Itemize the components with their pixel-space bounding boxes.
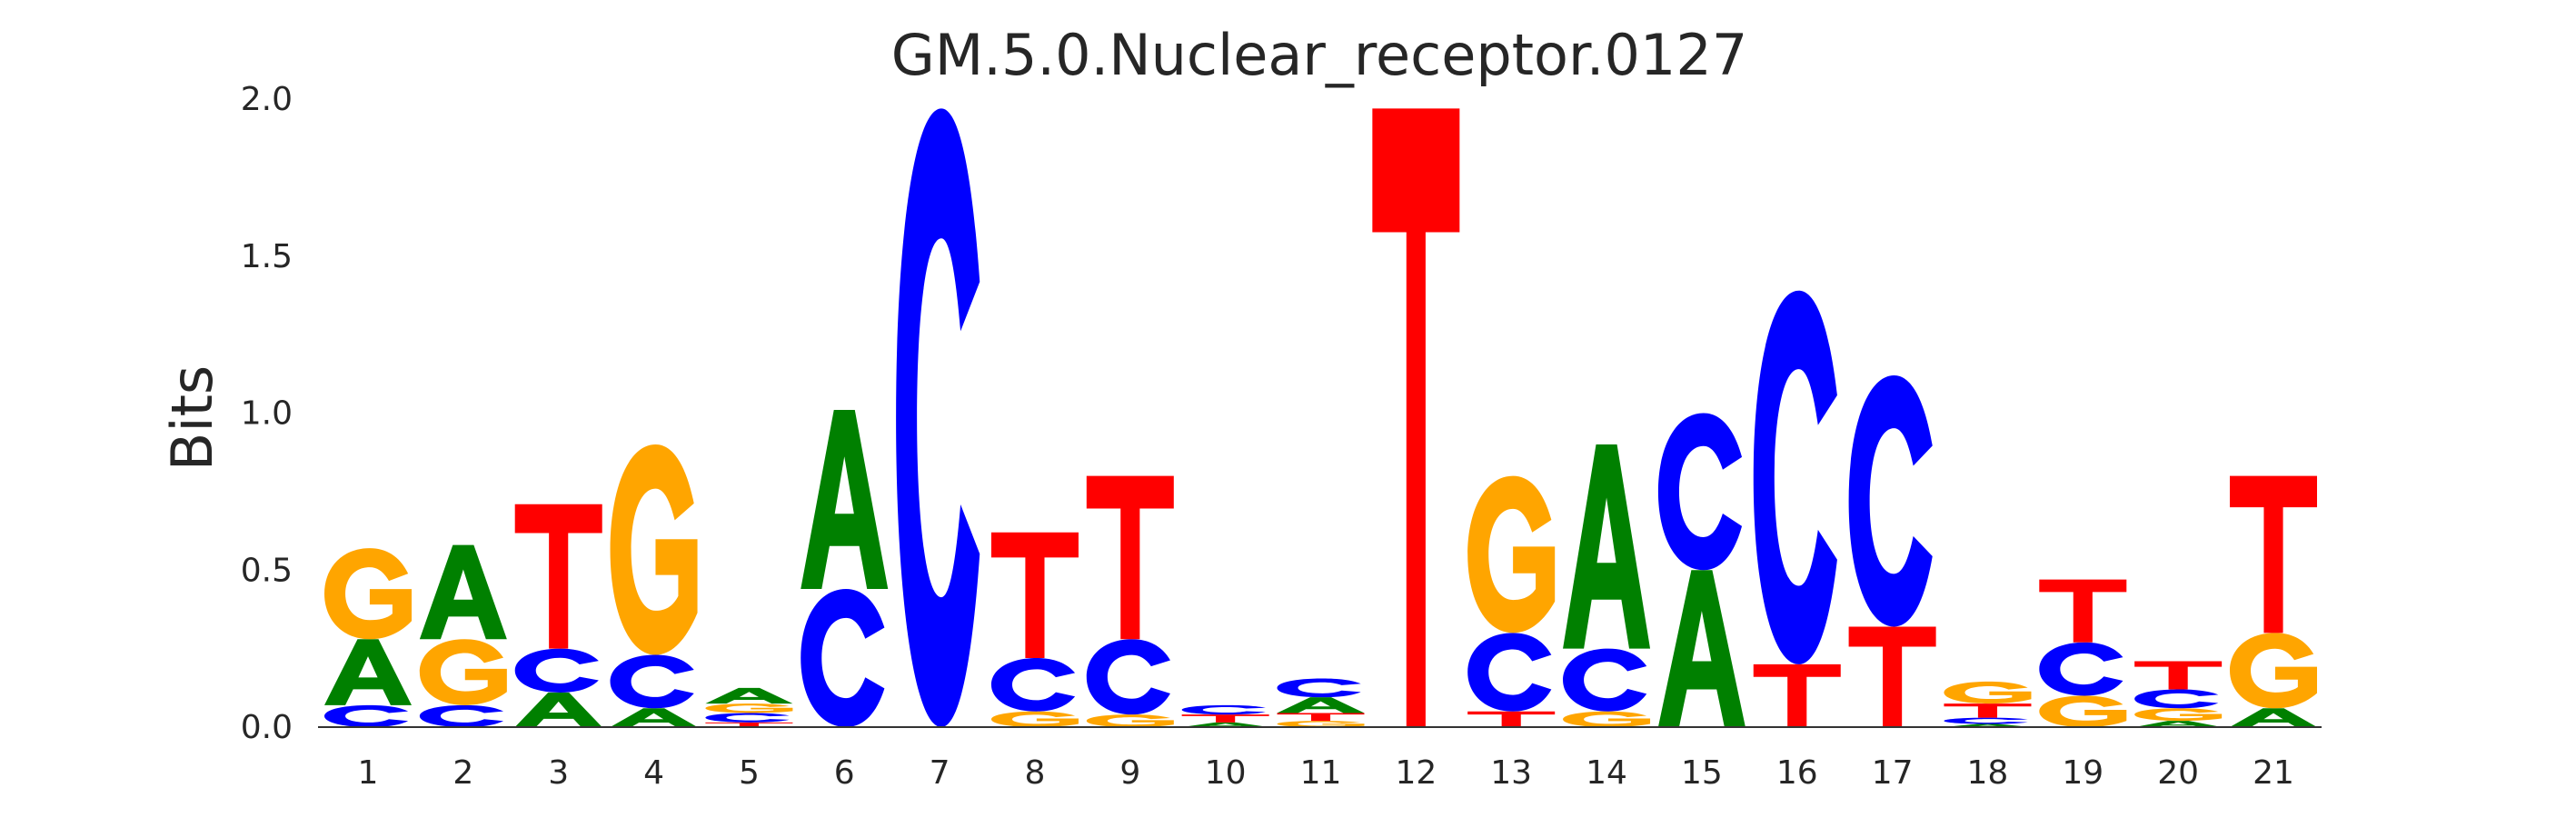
x-tick-label: 9: [1119, 754, 1140, 792]
x-tick-label: 5: [739, 754, 760, 792]
x-tick-label: 15: [1681, 754, 1723, 792]
logo-letter-T: [1086, 475, 1174, 640]
x-tick-label: 2: [453, 754, 473, 792]
logo-letter-T: [705, 722, 793, 727]
logo-letter-G: [419, 639, 507, 705]
x-tick-label: 3: [548, 754, 569, 792]
x-tick-label: 7: [930, 754, 950, 792]
logo-letter-G: [2230, 633, 2317, 709]
x-tick-label: 20: [2157, 754, 2199, 792]
logo-letter-C: [801, 588, 885, 727]
x-tick-label: 16: [1776, 754, 1818, 792]
y-tick-label: 1.5: [241, 238, 293, 275]
logo-letter-G: [324, 548, 412, 640]
y-tick-label: 2.0: [241, 81, 293, 118]
logo-letter-C: [1181, 704, 1266, 715]
logo-letter-C: [705, 713, 790, 723]
logo-letter-T: [1181, 714, 1269, 723]
x-tick-label: 10: [1205, 754, 1247, 792]
logo-letter-G: [2039, 695, 2127, 727]
logo-letter-C: [1563, 648, 1647, 712]
logo-letter-G: [1277, 721, 1365, 727]
logo-letter-T: [2134, 661, 2223, 690]
logo-letter-T: [1848, 626, 1936, 727]
logo-letter-A: [2230, 708, 2317, 727]
x-tick-label: 14: [1586, 754, 1627, 792]
logo-letter-T: [514, 504, 602, 649]
y-tick-label: 0.5: [241, 552, 293, 589]
x-tick-label: 11: [1300, 754, 1342, 792]
y-tick-label: 0.0: [241, 709, 293, 746]
logo-letter-T: [1753, 663, 1841, 727]
logo-letter-G: [1086, 714, 1174, 727]
logo-letter-C: [1944, 717, 2028, 724]
logo-letter-A: [705, 687, 793, 704]
chart-title: GM.5.0.Nuclear_receptor.0127: [891, 22, 1748, 88]
logo-letter-A: [610, 708, 698, 727]
y-axis-label: Bits: [159, 365, 225, 471]
logo-letter-C: [324, 704, 409, 727]
logo-letter-A: [801, 410, 889, 589]
logo-letter-C: [2039, 642, 2123, 696]
x-tick-label: 1: [358, 754, 379, 792]
logo-letter-C: [1753, 290, 1837, 664]
logo-letter-G: [1944, 681, 2032, 704]
logo-letter-A: [324, 639, 412, 705]
logo-letter-T: [1944, 703, 2032, 718]
x-tick-label: 18: [1967, 754, 2009, 792]
logo-letter-A: [1181, 722, 1269, 727]
logo-letter-T: [1372, 108, 1460, 728]
logo-letter-T: [990, 532, 1079, 658]
x-tick-label: 13: [1490, 754, 1532, 792]
logo-letter-C: [514, 648, 599, 693]
x-tick-label: 19: [2062, 754, 2104, 792]
logo-letter-C: [1848, 375, 1933, 627]
x-tick-label: 4: [643, 754, 664, 792]
x-tick-label: 8: [1024, 754, 1045, 792]
logo-letter-C: [896, 108, 980, 728]
logo-letter-C: [419, 704, 504, 727]
y-tick-label: 1.0: [241, 395, 293, 433]
logo-letter-T: [1467, 711, 1556, 727]
logo-letter-T: [1277, 713, 1365, 722]
x-tick-label: 12: [1395, 754, 1437, 792]
x-tick-label: 17: [1872, 754, 1914, 792]
logo-letter-C: [990, 657, 1076, 712]
logo-letter-C: [610, 654, 694, 709]
logo-letter-A: [1277, 697, 1365, 713]
x-tick-label: 6: [834, 754, 855, 792]
logo-letter-G: [2134, 708, 2223, 722]
x-axis-ticks: 1 2 3 4 5 6 7 8 9 10 11 12 13 14 15 16 17 18 19 20 21: [358, 754, 2294, 792]
x-tick-label: 21: [2253, 754, 2294, 792]
logo-letter-A: [1563, 444, 1651, 649]
logo-letter-A: [514, 692, 602, 727]
logo-letter-G: [1467, 475, 1556, 633]
logo-letter-C: [1277, 678, 1361, 698]
logo-letter-A: [1657, 570, 1746, 727]
logo-letter-T: [2039, 579, 2127, 643]
y-axis-ticks: 0.0 0.5 1.0 1.5 2.0: [241, 81, 293, 746]
logo-letter-A: [419, 544, 507, 640]
logo-letter-G: [705, 703, 793, 713]
logo-letter-G: [990, 711, 1079, 727]
logo-letter-C: [2134, 689, 2219, 709]
logo-letter-G: [1563, 711, 1651, 727]
logo-letter-G: [610, 444, 698, 655]
logo-letter-C: [1086, 639, 1170, 715]
logo-letter-T: [2230, 475, 2317, 633]
logo-letter-A: [2134, 721, 2223, 727]
logo-stacks: [324, 108, 2317, 728]
logo-letter-C: [1657, 413, 1743, 571]
logo-letter-C: [1467, 633, 1552, 712]
